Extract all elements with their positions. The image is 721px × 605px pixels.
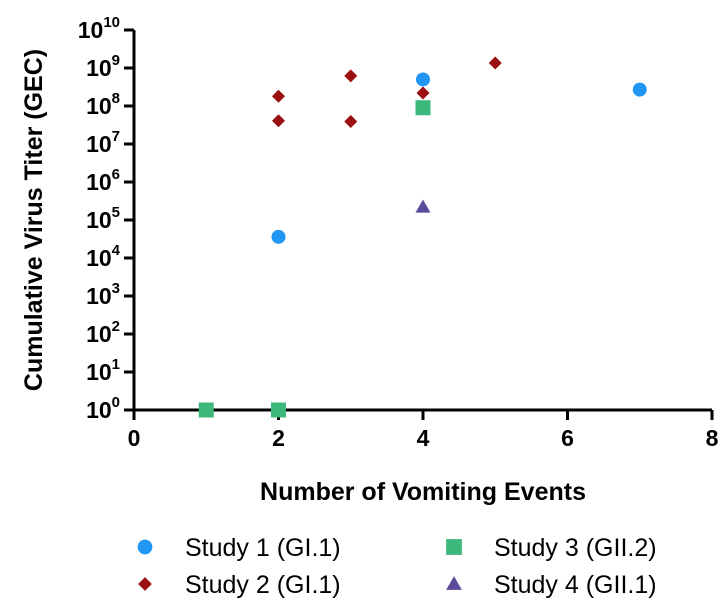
y-tick-label: 106 xyxy=(86,166,120,195)
y-axis-ticks: 100 101 102 103 104 105 106 107 108 109 1010 xyxy=(78,14,134,423)
y-tick-label: 1010 xyxy=(78,14,120,43)
y-axis-title: Cumulative Virus Titer (GEC) xyxy=(20,49,48,391)
legend-marker xyxy=(138,577,152,591)
data-point-triangle xyxy=(415,199,431,213)
data-point-diamond xyxy=(488,56,502,70)
legend-label: Study 3 (GII.2) xyxy=(494,534,657,562)
data-point-square xyxy=(415,100,431,116)
x-tick-label: 4 xyxy=(417,425,430,451)
data-point-diamond xyxy=(416,86,430,100)
y-tick-label: 100 xyxy=(86,394,120,423)
legend: Study 1 (GI.1) Study 2 (GI.1) Study 3 (GII… xyxy=(137,534,657,599)
data-point-circle xyxy=(271,229,286,244)
x-axis-ticks: 0 2 4 6 8 xyxy=(128,410,719,451)
x-axis-title: Number of Vomiting Events xyxy=(260,478,586,506)
legend-marker xyxy=(446,539,462,555)
data-point-diamond xyxy=(272,114,285,128)
y-tick-label: 108 xyxy=(86,90,120,119)
x-tick-label: 6 xyxy=(561,425,574,451)
data-point-square xyxy=(271,402,286,418)
x-tick-label: 8 xyxy=(706,425,719,451)
y-tick-label: 101 xyxy=(86,356,120,385)
x-tick-label: 0 xyxy=(128,425,141,451)
data-points xyxy=(198,56,647,418)
legend-label: Study 4 (GII.1) xyxy=(494,571,657,599)
data-point-diamond xyxy=(272,89,285,103)
data-point-square xyxy=(198,402,214,418)
data-point-diamond xyxy=(344,69,358,83)
y-tick-label: 102 xyxy=(86,318,120,347)
y-tick-label: 105 xyxy=(86,204,120,233)
data-point-circle xyxy=(632,82,647,97)
legend-label: Study 1 (GI.1) xyxy=(185,534,341,562)
y-tick-label: 104 xyxy=(86,242,121,271)
legend-label: Study 2 (GI.1) xyxy=(185,571,341,599)
x-tick-label: 2 xyxy=(272,425,285,451)
legend-marker xyxy=(446,576,462,590)
y-tick-label: 109 xyxy=(86,52,120,81)
data-point-circle xyxy=(416,72,430,87)
y-tick-label: 103 xyxy=(86,280,120,309)
legend-marker xyxy=(137,539,153,555)
data-point-diamond xyxy=(344,115,358,129)
y-tick-label: 107 xyxy=(86,128,120,157)
